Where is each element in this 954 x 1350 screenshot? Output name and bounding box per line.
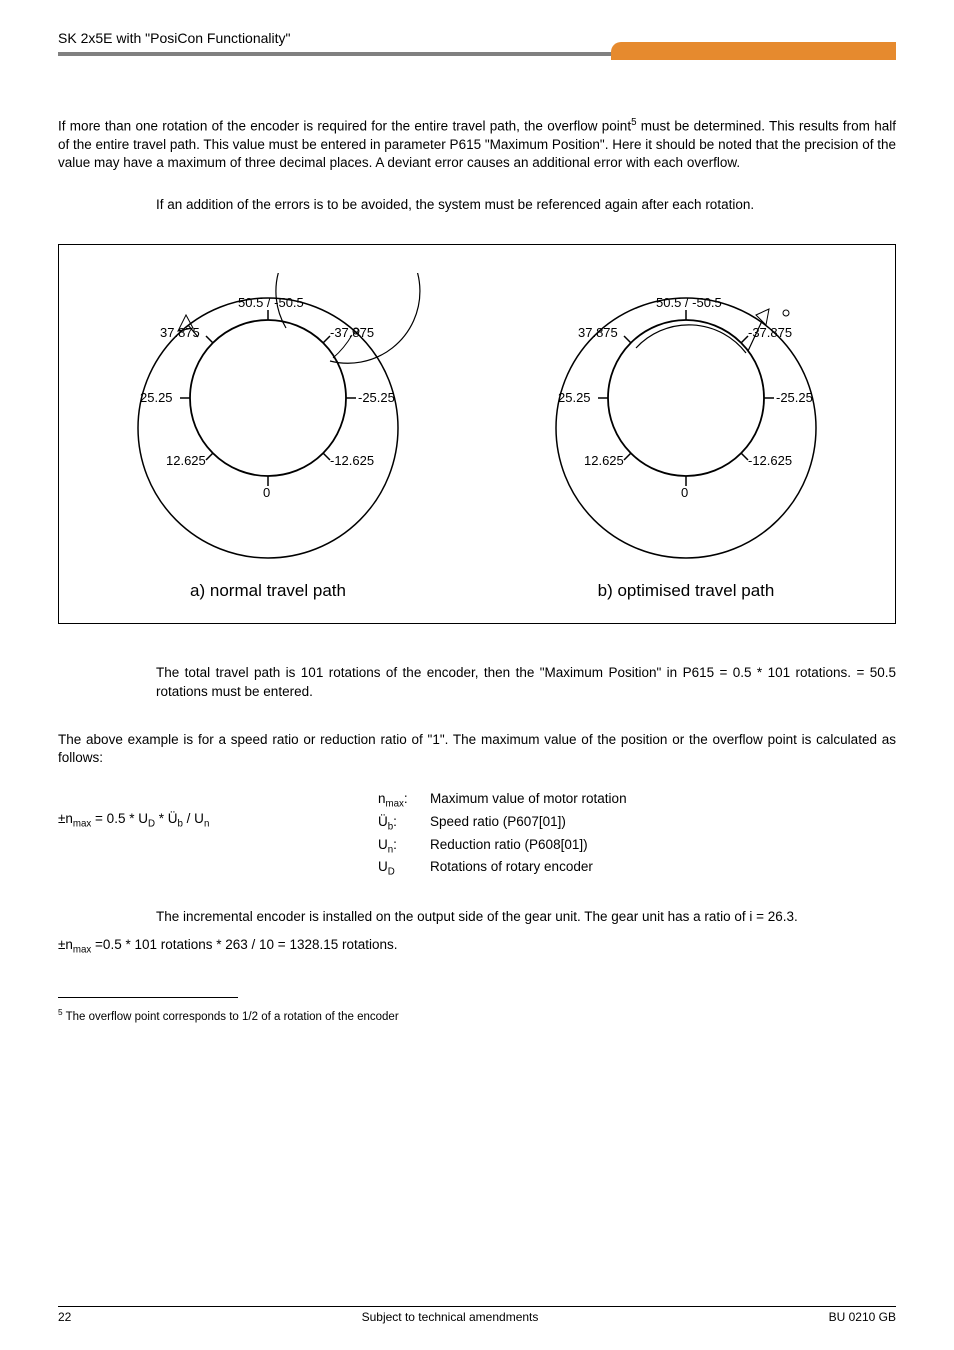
label-top-a: 50.5 / -50.5: [238, 295, 304, 310]
def-text: Rotations of rotary encoder: [430, 859, 593, 878]
note-2: The total travel path is 101 rotations o…: [156, 664, 896, 700]
figure-panel-b: 50.5 / -50.5 -37.875 -25.25 -12.625 0 12…: [477, 245, 895, 623]
label-l-a: 25.25: [140, 390, 173, 405]
def-sym: nmax:: [378, 791, 430, 810]
footnote-text: The overflow point corresponds to 1/2 of…: [63, 1011, 399, 1023]
def-sym-text: U: [378, 837, 388, 852]
def-text: Reduction ratio (P608[01]): [430, 837, 588, 856]
f-n: n: [204, 819, 209, 830]
p3-post: =0.5 * 101 rotations * 263 / 10 = 1328.1…: [91, 937, 397, 952]
footer-page-number: 22: [58, 1310, 71, 1324]
header-tab: [611, 42, 896, 60]
f-star: * Ü: [155, 811, 178, 826]
label-bl-b: 12.625: [584, 453, 624, 468]
page-footer: 22 Subject to technical amendments BU 02…: [58, 1306, 896, 1324]
figure-panel-a: 50.5 / -50.5 -37.875 -25.25 -12.625 0 12…: [59, 245, 477, 623]
label-tl-a: 37.875: [160, 325, 200, 340]
note-1: If an addition of the errors is to be av…: [156, 196, 896, 214]
p3-pre: ±n: [58, 937, 73, 952]
label-bottom-a: 0: [263, 485, 270, 500]
label-br-b: -12.625: [748, 453, 792, 468]
def-colon: :: [393, 814, 397, 829]
def-sym-text: n: [378, 791, 386, 806]
f-eq: = 0.5 * U: [91, 811, 148, 826]
footnote: 5 The overflow point corresponds to 1/2 …: [58, 1008, 896, 1023]
formula-block: ±nmax = 0.5 * UD * Üb / Un nmax: Maximum…: [58, 791, 896, 882]
label-r-a: -25.25: [358, 390, 395, 405]
def-text: Speed ratio (P607[01]): [430, 814, 566, 833]
f-lhs: ±n: [58, 811, 73, 826]
def-sym-text: U: [378, 859, 388, 874]
f-lhs-sub: max: [73, 819, 91, 830]
paragraph-3: ±nmax =0.5 * 101 rotations * 263 / 10 = …: [58, 936, 896, 957]
label-top-b: 50.5 / -50.5: [656, 295, 722, 310]
def-sym: Un:: [378, 837, 430, 856]
paragraph-1: If more than one rotation of the encoder…: [58, 116, 896, 172]
footer-doc-id: BU 0210 GB: [829, 1310, 896, 1324]
diagram-svg-a: [98, 273, 438, 573]
circle-diagram-b: 50.5 / -50.5 -37.875 -25.25 -12.625 0 12…: [516, 273, 856, 573]
caption-a: a) normal travel path: [59, 581, 477, 601]
formula-equation: ±nmax = 0.5 * UD * Üb / Un: [58, 791, 378, 882]
def-colon: :: [393, 837, 397, 852]
label-tl-b: 37.875: [578, 325, 618, 340]
def-sym-sub: max: [386, 799, 404, 810]
footnote-rule: [58, 997, 238, 998]
label-r-b: -25.25: [776, 390, 813, 405]
def-row: Un: Reduction ratio (P608[01]): [378, 837, 896, 856]
header-rule: [58, 52, 896, 56]
label-tr-b: -37.875: [748, 325, 792, 340]
def-sym: Üb:: [378, 814, 430, 833]
def-sym-text: Ü: [378, 814, 388, 829]
footer-center: Subject to technical amendments: [362, 1310, 539, 1324]
label-l-b: 25.25: [558, 390, 591, 405]
label-br-a: -12.625: [330, 453, 374, 468]
circle-diagram-a: 50.5 / -50.5 -37.875 -25.25 -12.625 0 12…: [98, 273, 438, 573]
def-colon: :: [404, 791, 408, 806]
note-3: The incremental encoder is installed on …: [156, 908, 896, 926]
paragraph-2: The above example is for a speed ratio o…: [58, 731, 896, 767]
f-d: D: [148, 819, 155, 830]
p3-sub: max: [73, 945, 91, 956]
def-sym-sub: D: [388, 867, 395, 878]
label-bl-a: 12.625: [166, 453, 206, 468]
formula-definitions: nmax: Maximum value of motor rotation Üb…: [378, 791, 896, 882]
figure-box: 50.5 / -50.5 -37.875 -25.25 -12.625 0 12…: [58, 244, 896, 624]
f-slash: / U: [183, 811, 204, 826]
def-row: nmax: Maximum value of motor rotation: [378, 791, 896, 810]
label-tr-a: -37.875: [330, 325, 374, 340]
para1-text-a: If more than one rotation of the encoder…: [58, 119, 631, 134]
def-text: Maximum value of motor rotation: [430, 791, 627, 810]
def-sym: UD: [378, 859, 430, 878]
def-row: Üb: Speed ratio (P607[01]): [378, 814, 896, 833]
header-bar: [58, 52, 896, 62]
def-row: UD Rotations of rotary encoder: [378, 859, 896, 878]
diagram-svg-b: [516, 273, 856, 573]
label-bottom-b: 0: [681, 485, 688, 500]
caption-b: b) optimised travel path: [477, 581, 895, 601]
